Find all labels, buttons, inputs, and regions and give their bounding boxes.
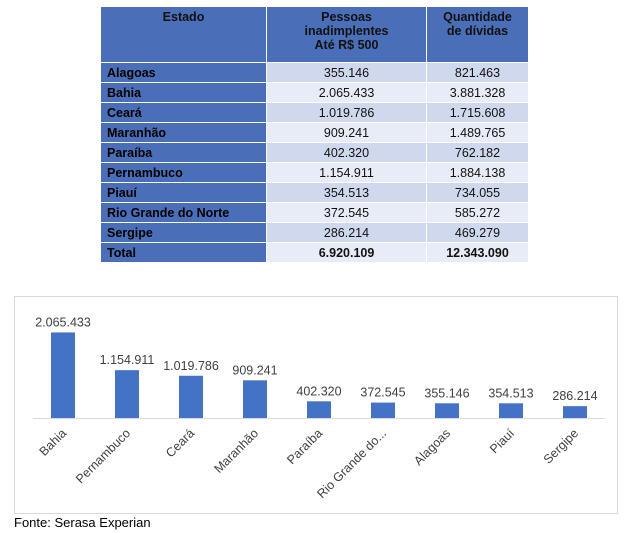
data-label: 402.320	[296, 384, 341, 398]
table-row: Paraíba 402.320 762.182	[100, 142, 529, 163]
table-row: Sergipe 286.214 469.279	[100, 222, 529, 243]
data-label: 355.146	[424, 386, 469, 400]
table-row: Pernambuco 1.154.911 1.884.138	[100, 162, 529, 183]
debt-table: Estado Pessoas inadimplentes Até R$ 500 …	[100, 6, 529, 263]
people-cell: 2.065.433	[266, 82, 427, 103]
data-label: 1.154.911	[100, 353, 155, 367]
people-cell: 372.545	[266, 202, 427, 223]
bar	[51, 332, 75, 418]
total-debts: 12.343.090	[426, 242, 529, 263]
people-cell: 286.214	[266, 222, 427, 243]
data-label: 1.019.786	[163, 359, 219, 373]
total-row: Total 6.920.109 12.343.090	[100, 242, 529, 263]
state-cell: Maranhão	[100, 122, 267, 143]
debts-cell: 469.279	[426, 222, 529, 243]
table-row: Piauí 354.513 734.055	[100, 182, 529, 203]
people-cell: 402.320	[266, 142, 427, 163]
state-cell: Piauí	[100, 182, 267, 203]
state-cell: Bahia	[100, 82, 267, 103]
state-cell: Paraíba	[100, 142, 267, 163]
total-label: Total	[100, 242, 267, 263]
table-row: Ceará 1.019.786 1.715.608	[100, 102, 529, 123]
bar	[563, 406, 587, 418]
table-header-row: Estado Pessoas inadimplentes Até R$ 500 …	[100, 6, 529, 63]
header-pessoas: Pessoas inadimplentes Até R$ 500	[266, 6, 427, 63]
debts-cell: 3.881.328	[426, 82, 529, 103]
debts-cell: 1.715.608	[426, 102, 529, 123]
x-tick-label: Pernambuco	[73, 426, 133, 486]
people-cell: 354.513	[266, 182, 427, 203]
x-tick-label: Ceará	[163, 426, 197, 460]
debts-cell: 821.463	[426, 62, 529, 83]
state-cell: Rio Grande do Norte	[100, 202, 267, 223]
x-tick-label: Maranhão	[211, 426, 261, 476]
people-cell: 909.241	[266, 122, 427, 143]
debts-cell: 585.272	[426, 202, 529, 223]
people-cell: 1.019.786	[266, 102, 427, 123]
table-row: Rio Grande do Norte 372.545 585.272	[100, 202, 529, 223]
x-tick-label: Piauí	[487, 426, 517, 456]
data-label: 909.241	[232, 363, 277, 377]
bar	[499, 403, 523, 418]
debts-cell: 1.884.138	[426, 162, 529, 183]
header-quantidade: Quantidade de dívidas	[426, 6, 529, 63]
state-cell: Sergipe	[100, 222, 267, 243]
bar	[179, 375, 203, 418]
x-tick-label: Alagoas	[411, 426, 453, 468]
debts-cell: 734.055	[426, 182, 529, 203]
data-label: 354.513	[488, 386, 533, 400]
bar	[307, 401, 331, 418]
x-tick-label: Paraíba	[284, 426, 325, 467]
table-row: Bahia 2.065.433 3.881.328	[100, 82, 529, 103]
chart-svg: 2.065.433 Bahia 1.154.911 Pernambuco 1.019.7…	[33, 315, 605, 501]
state-cell: Alagoas	[100, 62, 267, 83]
header-estado: Estado	[100, 6, 267, 63]
data-label: 286.214	[552, 389, 597, 403]
data-label: 2.065.433	[35, 315, 91, 329]
table-row: Maranhão 909.241 1.489.765	[100, 122, 529, 143]
x-tick-label: Bahia	[37, 426, 70, 459]
source-note: Fonte: Serasa Experian	[14, 515, 151, 530]
people-cell: 1.154.911	[266, 162, 427, 183]
bar	[243, 380, 267, 418]
bar	[435, 403, 459, 418]
state-cell: Pernambuco	[100, 162, 267, 183]
bar-chart: 2.065.433 Bahia 1.154.911 Pernambuco 1.019.7…	[14, 296, 618, 514]
bar	[371, 402, 395, 418]
debts-cell: 1.489.765	[426, 122, 529, 143]
data-label: 372.545	[360, 386, 405, 400]
table-row: Alagoas 355.146 821.463	[100, 62, 529, 83]
x-tick-label: Rio Grande do...	[314, 426, 389, 501]
state-cell: Ceará	[100, 102, 267, 123]
bar	[115, 370, 139, 418]
total-people: 6.920.109	[266, 242, 427, 263]
x-tick-label: Sergipe	[541, 426, 581, 466]
debts-cell: 762.182	[426, 142, 529, 163]
people-cell: 355.146	[266, 62, 427, 83]
